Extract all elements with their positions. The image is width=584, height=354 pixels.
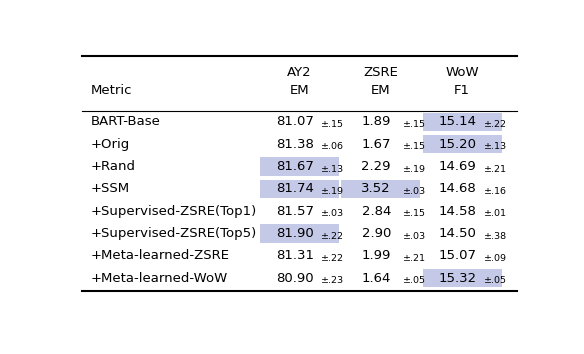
Text: ±.19: ±.19 [402, 165, 426, 174]
Text: ±.05: ±.05 [402, 276, 426, 285]
Text: 1.89: 1.89 [361, 115, 391, 128]
FancyBboxPatch shape [260, 180, 339, 198]
Text: +Meta-learned-ZSRE: +Meta-learned-ZSRE [91, 250, 230, 262]
Text: ±.01: ±.01 [484, 210, 507, 218]
Text: +Orig: +Orig [91, 138, 130, 151]
Text: +SSM: +SSM [91, 182, 130, 195]
FancyBboxPatch shape [423, 113, 502, 131]
Text: 15.32: 15.32 [439, 272, 477, 285]
Text: 81.67: 81.67 [276, 160, 314, 173]
Text: +Supervised-ZSRE(Top1): +Supervised-ZSRE(Top1) [91, 205, 258, 218]
Text: 81.38: 81.38 [276, 138, 314, 151]
Text: EM: EM [371, 84, 391, 97]
Text: ±.15: ±.15 [402, 120, 426, 129]
Text: 14.50: 14.50 [439, 227, 477, 240]
Text: F1: F1 [454, 84, 470, 97]
FancyBboxPatch shape [260, 224, 339, 243]
Text: 14.58: 14.58 [439, 205, 477, 218]
Text: 15.20: 15.20 [439, 138, 477, 151]
Text: 14.69: 14.69 [439, 160, 477, 173]
Text: ±.38: ±.38 [484, 232, 507, 241]
FancyBboxPatch shape [423, 269, 502, 287]
Text: EM: EM [290, 84, 309, 97]
Text: BART-Base: BART-Base [91, 115, 161, 128]
Text: ±.06: ±.06 [321, 142, 344, 152]
Text: 1.67: 1.67 [361, 138, 391, 151]
Text: 2.84: 2.84 [361, 205, 391, 218]
Text: 15.07: 15.07 [439, 250, 477, 262]
Text: ±.22: ±.22 [484, 120, 507, 129]
Text: AY2: AY2 [287, 66, 312, 79]
FancyBboxPatch shape [341, 180, 420, 198]
Text: ±.13: ±.13 [321, 165, 344, 174]
Text: 81.74: 81.74 [276, 182, 314, 195]
FancyBboxPatch shape [423, 135, 502, 153]
Text: 81.31: 81.31 [276, 250, 314, 262]
Text: ±.15: ±.15 [321, 120, 344, 129]
Text: 81.07: 81.07 [276, 115, 314, 128]
FancyBboxPatch shape [260, 157, 339, 176]
Text: ZSRE: ZSRE [363, 66, 398, 79]
Text: 2.90: 2.90 [361, 227, 391, 240]
Text: ±.21: ±.21 [402, 254, 426, 263]
Text: 1.64: 1.64 [361, 272, 391, 285]
Text: Metric: Metric [91, 84, 133, 97]
Text: +Rand: +Rand [91, 160, 136, 173]
Text: ±.21: ±.21 [484, 165, 507, 174]
Text: 14.68: 14.68 [439, 182, 477, 195]
Text: ±.15: ±.15 [402, 210, 426, 218]
Text: 2.29: 2.29 [361, 160, 391, 173]
Text: 3.52: 3.52 [361, 182, 391, 195]
Text: ±.03: ±.03 [402, 187, 426, 196]
Text: 80.90: 80.90 [276, 272, 314, 285]
Text: ±.03: ±.03 [402, 232, 426, 241]
Text: 81.90: 81.90 [276, 227, 314, 240]
Text: ±.23: ±.23 [321, 276, 344, 285]
Text: 1.99: 1.99 [361, 250, 391, 262]
Text: ±.05: ±.05 [484, 276, 507, 285]
Text: ±.16: ±.16 [484, 187, 507, 196]
Text: +Meta-learned-WoW: +Meta-learned-WoW [91, 272, 228, 285]
Text: 15.14: 15.14 [439, 115, 477, 128]
Text: ±.22: ±.22 [321, 232, 344, 241]
Text: ±.03: ±.03 [321, 210, 344, 218]
Text: ±.13: ±.13 [484, 142, 507, 152]
Text: ±.09: ±.09 [484, 254, 507, 263]
Text: ±.15: ±.15 [402, 142, 426, 152]
Text: ±.19: ±.19 [321, 187, 344, 196]
Text: +Supervised-ZSRE(Top5): +Supervised-ZSRE(Top5) [91, 227, 258, 240]
Text: WoW: WoW [446, 66, 479, 79]
Text: 81.57: 81.57 [276, 205, 314, 218]
Text: ±.22: ±.22 [321, 254, 344, 263]
